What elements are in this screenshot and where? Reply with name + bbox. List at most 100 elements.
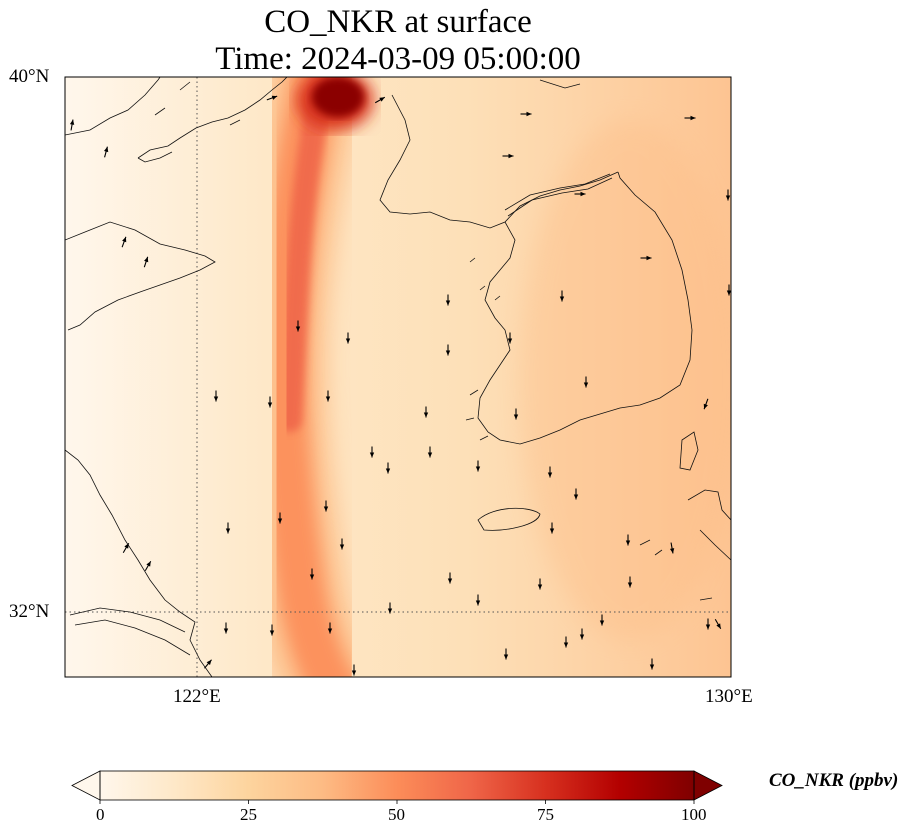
coast-north-korea-west <box>379 94 619 229</box>
wind-arrow-head <box>323 506 329 512</box>
wind-arrow-head <box>124 543 129 549</box>
colorbar-tick-75: 75 <box>537 805 554 824</box>
wind-arrow-head <box>716 623 721 629</box>
wind-arrow-head <box>387 608 393 614</box>
wind-arrow-head <box>271 95 278 100</box>
wind-arrow-head <box>627 582 633 588</box>
wind-arrow-head <box>69 119 75 125</box>
wind-arrow-head <box>579 634 585 640</box>
islands-west-korea <box>465 257 501 441</box>
wind-arrow-head <box>104 146 109 153</box>
wind-arrow-head <box>309 574 315 580</box>
islands-bohai <box>154 81 241 126</box>
coast-northeast <box>539 79 581 89</box>
colorbar-tick-0: 0 <box>96 805 105 824</box>
colorbar-tick-25: 25 <box>240 805 257 824</box>
wind-arrow-head <box>507 338 513 344</box>
wind-arrow-head <box>345 338 351 344</box>
coast-kyushu <box>687 489 731 561</box>
wind-arrow-head <box>223 628 229 634</box>
yangtze-north <box>69 607 186 633</box>
colorbar-tick-100: 100 <box>681 805 707 824</box>
wind-arrow-head <box>225 528 231 534</box>
wind-arrow-head <box>351 670 357 676</box>
wind-arrow-head <box>427 452 433 458</box>
colorbar-tick-50: 50 <box>388 805 405 824</box>
wind-arrow-head <box>206 659 212 666</box>
islands-south <box>639 539 713 601</box>
wind-arrow-head <box>277 518 283 524</box>
wind-arrow-head <box>295 326 301 332</box>
wind-arrows <box>69 95 731 676</box>
map-frame <box>64 76 732 678</box>
dmz-line-1 <box>504 173 611 211</box>
wind-arrow-head <box>649 664 655 670</box>
wind-arrow-head <box>599 620 605 626</box>
dmz-line-2 <box>507 177 613 217</box>
wind-arrow-head <box>705 624 711 630</box>
wind-arrow-head <box>369 452 375 458</box>
coast-liaodong-tip <box>137 151 173 163</box>
wind-arrow-head <box>669 548 675 554</box>
wind-arrow-head <box>445 300 451 306</box>
colorbar-extend-max <box>693 770 723 801</box>
wind-arrow-head <box>690 115 696 121</box>
colorbar <box>71 770 723 804</box>
wind-arrow-head <box>549 528 555 534</box>
wind-arrow-head <box>583 382 589 388</box>
colorbar-extend-min <box>71 770 101 801</box>
wind-arrow-head <box>526 111 532 117</box>
wind-arrow-head <box>725 195 731 201</box>
map-title-line-1: CO_NKR at surface <box>264 4 532 40</box>
wind-arrow-head <box>646 255 652 261</box>
lat-label-40n: 40°N <box>9 66 50 87</box>
wind-arrow-head <box>503 654 509 660</box>
wind-arrow-head <box>267 402 273 408</box>
wind-arrow-head <box>475 466 481 472</box>
coast-liaodong-west <box>65 77 161 136</box>
map-area <box>65 77 731 677</box>
wind-arrow-head <box>475 600 481 606</box>
wind-arrow-head <box>563 642 569 648</box>
wind-arrow-head <box>379 97 385 102</box>
lon-label-122e: 122°E <box>173 686 221 707</box>
wind-arrow-head <box>513 414 519 420</box>
coastlines <box>65 77 731 677</box>
wind-arrow-head <box>726 290 731 296</box>
yangtze-south <box>74 619 191 656</box>
wind-arrow-head <box>547 472 553 478</box>
coast-korea-peninsula <box>477 171 693 445</box>
wind-arrow-head <box>573 494 579 500</box>
wind-arrow-head <box>447 578 453 584</box>
wind-arrow-head <box>625 540 631 546</box>
wind-arrow-head <box>213 396 219 402</box>
wind-arrow-head <box>423 412 429 418</box>
lon-label-130e: 130°E <box>705 686 753 707</box>
wind-arrow-head <box>269 630 275 636</box>
wind-arrow-head <box>445 350 451 356</box>
tsushima-island <box>679 431 699 471</box>
wind-arrow-head <box>580 191 586 197</box>
wind-arrow-head <box>325 396 331 402</box>
colorbar-gradient <box>100 771 694 800</box>
map-title-line-2: Time: 2024-03-09 05:00:00 <box>215 41 581 77</box>
jeju-island <box>477 507 541 531</box>
lat-label-32n: 32°N <box>9 601 50 622</box>
wind-arrow-head <box>385 468 391 474</box>
wind-arrow-head <box>122 236 127 243</box>
wind-arrow-head <box>537 584 543 590</box>
wind-arrow-head <box>559 296 565 302</box>
colorbar-label: CO_NKR (ppbv) <box>769 770 899 791</box>
wind-arrow-head <box>339 544 345 550</box>
co-hotspot <box>312 77 364 117</box>
wind-arrow-head <box>144 256 149 263</box>
coast-jiangsu <box>65 449 213 677</box>
wind-arrow-head <box>146 561 151 567</box>
wind-arrow-head <box>703 403 708 410</box>
wind-arrow-head <box>508 153 514 159</box>
colorbar-tick-marks <box>99 800 695 804</box>
east-elevated-band <box>520 120 731 640</box>
wind-arrow-head <box>327 628 333 634</box>
coast-liaodong-peninsula <box>137 77 288 159</box>
